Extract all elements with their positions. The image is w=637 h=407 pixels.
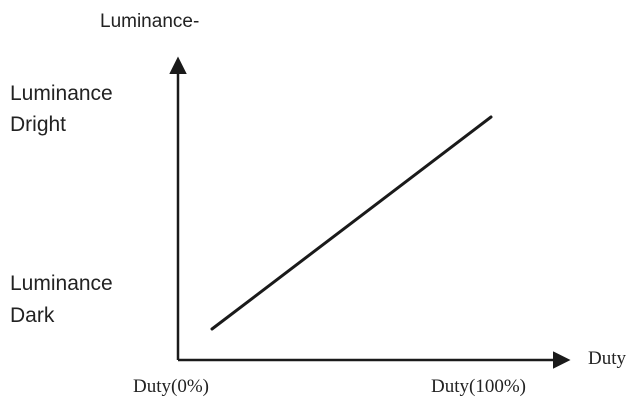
x-tick-label-right: Duty(100%): [431, 376, 526, 397]
y-axis-title: Luminance-: [100, 11, 199, 32]
y-tick-label-bottom-line-1: Luminance: [10, 272, 113, 295]
y-tick-label-bottom-line-2: Dark: [10, 304, 55, 327]
y-tick-label-top-line-2: Dright: [10, 113, 66, 136]
series-line: [210, 115, 493, 331]
x-tick-label-left: Duty(0%): [133, 376, 209, 397]
x-axis-title: Duty: [588, 348, 627, 369]
y-tick-label-top-line-1: Luminance: [10, 82, 113, 105]
